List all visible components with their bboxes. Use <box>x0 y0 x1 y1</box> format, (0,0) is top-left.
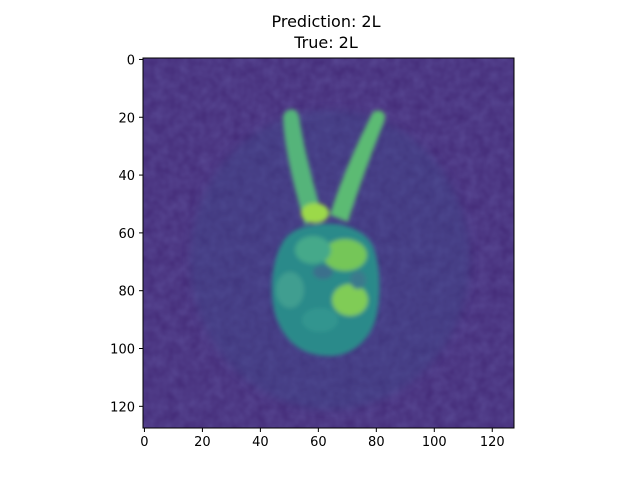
hand-highlight-3 <box>295 236 331 264</box>
x-tick-label: 40 <box>252 435 269 450</box>
hand-finger-right <box>330 110 386 222</box>
x-axis: 0 20 40 60 80 100 120 <box>140 428 505 450</box>
hand-finger-left <box>283 109 322 225</box>
heatmap-image <box>143 58 514 428</box>
hand-shadow-2 <box>350 271 366 289</box>
hand-highlight-6 <box>302 308 338 332</box>
chart-title-line-2: True: 2L <box>293 33 358 52</box>
y-tick-label: 100 <box>110 343 135 358</box>
hand-silhouette <box>271 109 386 356</box>
hand-highlight-4 <box>332 284 368 316</box>
y-tick-label: 80 <box>118 285 135 300</box>
x-tick-label: 0 <box>140 435 148 450</box>
x-tick-label: 60 <box>310 435 327 450</box>
y-axis: 0 20 40 60 80 100 120 <box>110 53 143 415</box>
x-tick-label: 100 <box>422 435 447 450</box>
x-tick-label: 120 <box>480 435 505 450</box>
hand-highlight-2 <box>323 239 367 271</box>
y-tick-label: 120 <box>110 400 135 415</box>
y-tick-label: 60 <box>118 227 135 242</box>
hand-highlight-1 <box>301 203 329 223</box>
chart-title-line-1: Prediction: 2L <box>271 12 380 31</box>
x-tick-label: 20 <box>194 435 211 450</box>
y-tick-label: 0 <box>127 53 135 68</box>
y-tick-label: 40 <box>118 169 135 184</box>
x-tick-label: 80 <box>368 435 385 450</box>
axes-frame <box>142 57 515 429</box>
y-tick-label: 20 <box>118 111 135 126</box>
hand-highlight-5 <box>276 272 304 308</box>
hand-shadow-1 <box>313 265 333 279</box>
